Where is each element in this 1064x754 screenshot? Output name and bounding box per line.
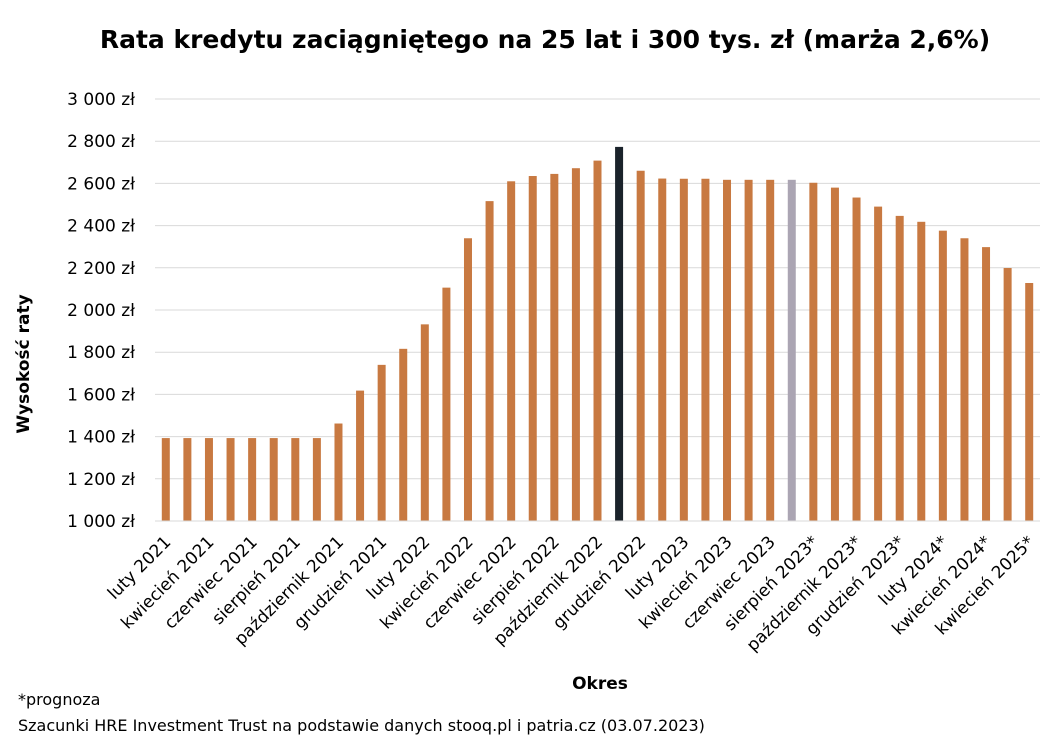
bar	[528, 176, 537, 521]
y-tick-label: 1 400 zł	[67, 428, 135, 448]
y-tick-label: 2 800 zł	[67, 132, 135, 152]
bar	[312, 438, 321, 521]
bar-current	[787, 179, 796, 522]
bar	[636, 170, 645, 522]
bar	[183, 438, 192, 521]
bar	[356, 390, 365, 521]
bar	[485, 201, 494, 521]
y-tick-label: 1 600 zł	[67, 385, 135, 405]
bar	[269, 438, 278, 521]
bar	[399, 348, 408, 521]
bar	[744, 179, 753, 522]
bar	[917, 221, 926, 521]
bar	[226, 438, 235, 521]
y-tick-label: 3 000 zł	[67, 90, 135, 110]
y-axis-tick-labels: 1 000 zł 1 200 zł 1 400 zł 1 600 zł 1 800 zł…	[67, 90, 135, 532]
x-axis-label: Okres	[572, 674, 628, 690]
bar	[1003, 268, 1012, 521]
bar-chart: Rata kredytu zaciągniętego na 25 lat i 3…	[14, 25, 1040, 690]
bar	[442, 287, 451, 521]
bar	[161, 438, 170, 521]
chart-title: Rata kredytu zaciągniętego na 25 lat i 3…	[100, 25, 990, 54]
y-tick-label: 2 400 zł	[67, 217, 135, 237]
bar	[571, 168, 580, 521]
bar	[204, 438, 213, 521]
bar	[723, 179, 732, 522]
bar	[248, 438, 257, 521]
bar	[658, 178, 667, 521]
source-note: Szacunki HRE Investment Trust na podstaw…	[18, 716, 705, 735]
bar	[550, 173, 559, 521]
y-tick-label: 1 000 zł	[67, 512, 135, 532]
bar	[291, 438, 300, 521]
bar	[701, 178, 710, 521]
y-tick-label: 2 200 zł	[67, 259, 135, 279]
bar	[1025, 282, 1034, 521]
bars	[161, 146, 1034, 522]
bar	[830, 187, 839, 521]
bar	[593, 160, 602, 521]
bar	[809, 182, 818, 521]
bar	[874, 206, 883, 522]
bar	[463, 238, 472, 521]
bar	[960, 238, 969, 521]
bar	[982, 247, 991, 521]
bar	[895, 215, 904, 522]
bar	[766, 179, 775, 522]
bar	[420, 324, 429, 521]
y-axis-label: Wysokość raty	[14, 294, 34, 433]
y-tick-label: 1 800 zł	[67, 343, 135, 363]
y-tick-label: 2 000 zł	[67, 301, 135, 321]
bar	[334, 423, 343, 521]
bar	[852, 197, 861, 522]
bar	[679, 178, 688, 521]
y-tick-label: 2 600 zł	[67, 174, 135, 194]
bar	[377, 364, 386, 521]
forecast-note: *prognoza	[18, 690, 101, 709]
bar	[938, 230, 947, 521]
y-tick-label: 1 200 zł	[67, 470, 135, 490]
bar-max	[615, 146, 624, 521]
bar	[507, 181, 516, 522]
